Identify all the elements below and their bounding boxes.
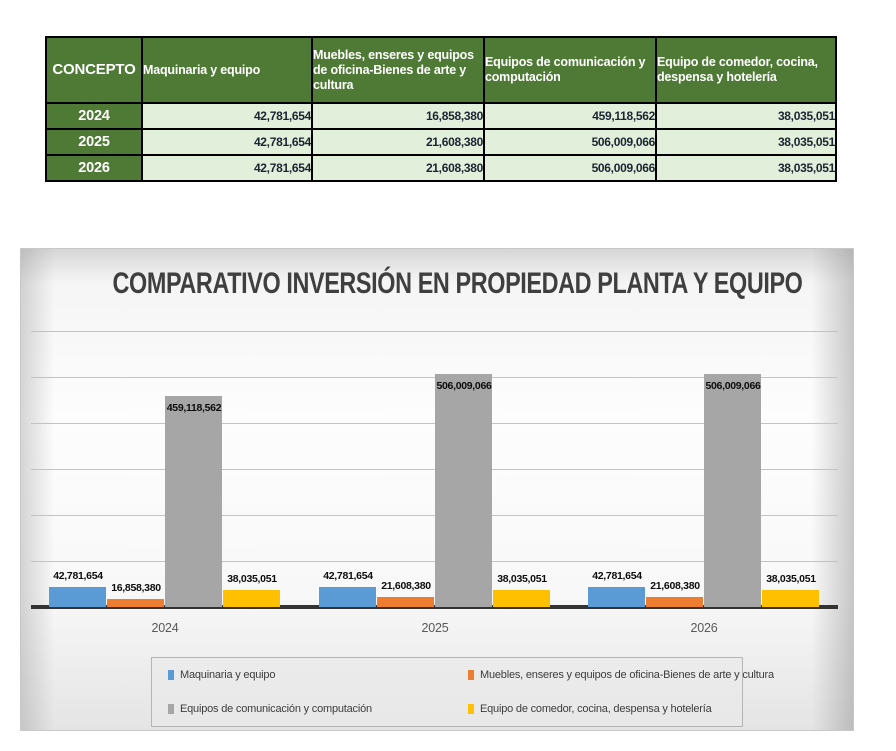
bar-2025-series2 (435, 374, 492, 607)
legend-item-comunicacion: Equipos de comunicación y computación (168, 703, 468, 715)
x-axis-label-2026: 2026 (690, 621, 718, 635)
bar-label-2026-series3: 38,035,051 (766, 573, 816, 585)
header-comunicacion: Equipos de comunicación y computación (483, 36, 657, 104)
header-maquinaria: Maquinaria y equipo (141, 36, 313, 104)
bar-label-2024-series1: 16,858,380 (111, 582, 161, 594)
bar-2026-series3 (762, 590, 819, 607)
value-cell: 21,608,380 (311, 154, 485, 182)
bar-label-2025-series1: 21,608,380 (381, 580, 431, 592)
value-cell: 506,009,066 (483, 128, 657, 156)
year-cell: 2026 (45, 154, 143, 182)
gridline (31, 377, 838, 378)
value-cell: 21,608,380 (311, 128, 485, 156)
bar-2026-series0 (588, 587, 645, 607)
gridline (31, 515, 838, 516)
gridline (31, 331, 838, 332)
value-cell: 16,858,380 (311, 102, 485, 130)
legend-label: Equipos de comunicación y computación (180, 703, 372, 715)
year-cell: 2024 (45, 102, 143, 130)
gridline (31, 423, 838, 424)
bar-2025-series1 (377, 597, 434, 607)
value-cell: 38,035,051 (655, 128, 837, 156)
bar-2026-series2 (704, 374, 761, 607)
bar-label-2025-series0: 42,781,654 (323, 570, 373, 582)
chart-title: COMPARATIVO INVERSIÓN EN PROPIEDAD PLANT… (112, 267, 803, 300)
table-row-2026: 2026 42,781,654 21,608,380 506,009,066 3… (45, 154, 837, 182)
value-cell: 506,009,066 (483, 154, 657, 182)
table-header-row: CONCEPTO Maquinaria y equipo Muebles, en… (45, 36, 837, 104)
header-comedor: Equipo de comedor, cocina, despensa y ho… (655, 36, 837, 104)
year-cell: 2025 (45, 128, 143, 156)
legend-label: Muebles, enseres y equipos de oficina-Bi… (480, 669, 774, 681)
bar-2024-series0 (49, 587, 106, 607)
x-axis-line (31, 605, 838, 609)
value-cell: 42,781,654 (141, 128, 313, 156)
bar-2025-series0 (319, 587, 376, 607)
bar-chart: COMPARATIVO INVERSIÓN EN PROPIEDAD PLANT… (20, 248, 854, 731)
bar-label-2024-series3: 38,035,051 (227, 573, 277, 585)
value-cell: 38,035,051 (655, 102, 837, 130)
x-axis-label-2024: 2024 (151, 621, 179, 635)
bar-2026-series1 (646, 597, 703, 607)
legend-label: Maquinaria y equipo (180, 669, 276, 681)
investment-table: CONCEPTO Maquinaria y equipo Muebles, en… (45, 36, 837, 182)
bar-label-2024-series2: 459,118,562 (166, 402, 222, 414)
legend-marker-blue-icon (168, 670, 174, 680)
bar-2024-series3 (223, 590, 280, 607)
header-muebles: Muebles, enseres y equipos de oficina-Bi… (311, 36, 485, 104)
legend-label: Equipo de comedor, cocina, despensa y ho… (480, 703, 712, 715)
legend-marker-gray-icon (168, 704, 174, 714)
value-cell: 38,035,051 (655, 154, 837, 182)
table-row-2024: 2024 42,781,654 16,858,380 459,118,562 3… (45, 102, 837, 130)
bar-2024-series1 (107, 599, 164, 607)
bar-2024-series2 (165, 396, 222, 607)
gridline (31, 469, 838, 470)
legend-item-comedor: Equipo de comedor, cocina, despensa y ho… (468, 703, 774, 715)
bar-label-2025-series3: 38,035,051 (497, 573, 547, 585)
legend-marker-orange-icon (468, 670, 474, 680)
value-cell: 459,118,562 (483, 102, 657, 130)
value-cell: 42,781,654 (141, 102, 313, 130)
bar-label-2026-series1: 21,608,380 (650, 580, 700, 592)
gridline (31, 561, 838, 562)
legend-item-muebles: Muebles, enseres y equipos de oficina-Bi… (468, 669, 774, 681)
chart-legend: Maquinaria y equipo Muebles, enseres y e… (151, 657, 774, 727)
bar-label-2025-series2: 506,009,066 (436, 380, 492, 392)
x-axis-label-2025: 2025 (421, 621, 449, 635)
bar-2025-series3 (493, 590, 550, 607)
value-cell: 42,781,654 (141, 154, 313, 182)
table-row-2025: 2025 42,781,654 21,608,380 506,009,066 3… (45, 128, 837, 156)
bar-label-2026-series2: 506,009,066 (705, 380, 761, 392)
bar-label-2024-series0: 42,781,654 (53, 570, 103, 582)
legend-marker-yellow-icon (468, 704, 474, 714)
header-concepto: CONCEPTO (45, 36, 143, 104)
legend-item-maquinaria: Maquinaria y equipo (168, 669, 468, 681)
bar-label-2026-series0: 42,781,654 (592, 570, 642, 582)
